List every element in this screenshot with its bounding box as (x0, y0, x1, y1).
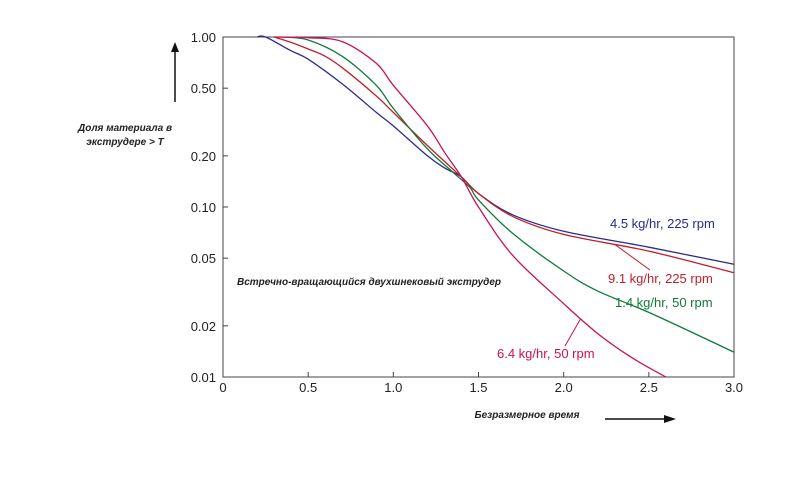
x-tick-label: 1.5 (469, 380, 487, 395)
series-line-3 (274, 36, 667, 378)
x-axis-title: Безразмерное время (475, 410, 580, 421)
x-tick-label: 0 (219, 380, 226, 395)
chart-annotation: Встречно-вращающийся двухшнековый экстру… (237, 277, 501, 288)
series-line-1 (273, 36, 735, 274)
series-label-6-4-kg-hr: 6.4 kg/hr, 50 rpm (497, 346, 595, 361)
series-leader-lines (564, 244, 658, 347)
leader-line-1 (614, 244, 651, 271)
x-tick-label: 0.5 (299, 380, 317, 395)
x-axis-arrow-head (664, 415, 676, 423)
y-tick-label: 0.20 (191, 149, 216, 164)
series-label-1-4-kg-hr: 1.4 kg/hr, 50 rpm (615, 295, 713, 310)
series-lines (256, 35, 735, 378)
y-tick-label: 0.02 (191, 319, 216, 334)
leader-line-3 (564, 318, 582, 347)
y-axis-title-line2: экструдере > T (86, 137, 164, 148)
y-tick-label: 0.05 (191, 251, 216, 266)
x-axis-ticks: 0 0.5 1.0 1.5 2.0 2.5 3.0 (219, 372, 743, 395)
y-axis-title-line1: Доля материала в (77, 123, 172, 134)
y-tick-label: 0.01 (191, 370, 216, 385)
series-label-9-1-kg-hr: 9.1 kg/hr, 225 rpm (608, 271, 713, 286)
y-axis-ticks: 1.00 0.50 0.20 0.10 0.05 0.02 0.01 (191, 30, 228, 385)
y-tick-label: 0.50 (191, 81, 216, 96)
x-tick-label: 3.0 (725, 380, 743, 395)
series-label-4-5-kg-hr: 4.5 kg/hr, 225 rpm (610, 216, 715, 231)
series-line-0 (256, 35, 735, 265)
y-tick-label: 0.10 (191, 200, 216, 215)
x-tick-label: 2.0 (555, 380, 573, 395)
y-tick-label: 1.00 (191, 30, 216, 45)
x-tick-label: 2.5 (640, 380, 658, 395)
y-axis-arrow-head (171, 42, 179, 52)
x-tick-label: 1.0 (384, 380, 402, 395)
